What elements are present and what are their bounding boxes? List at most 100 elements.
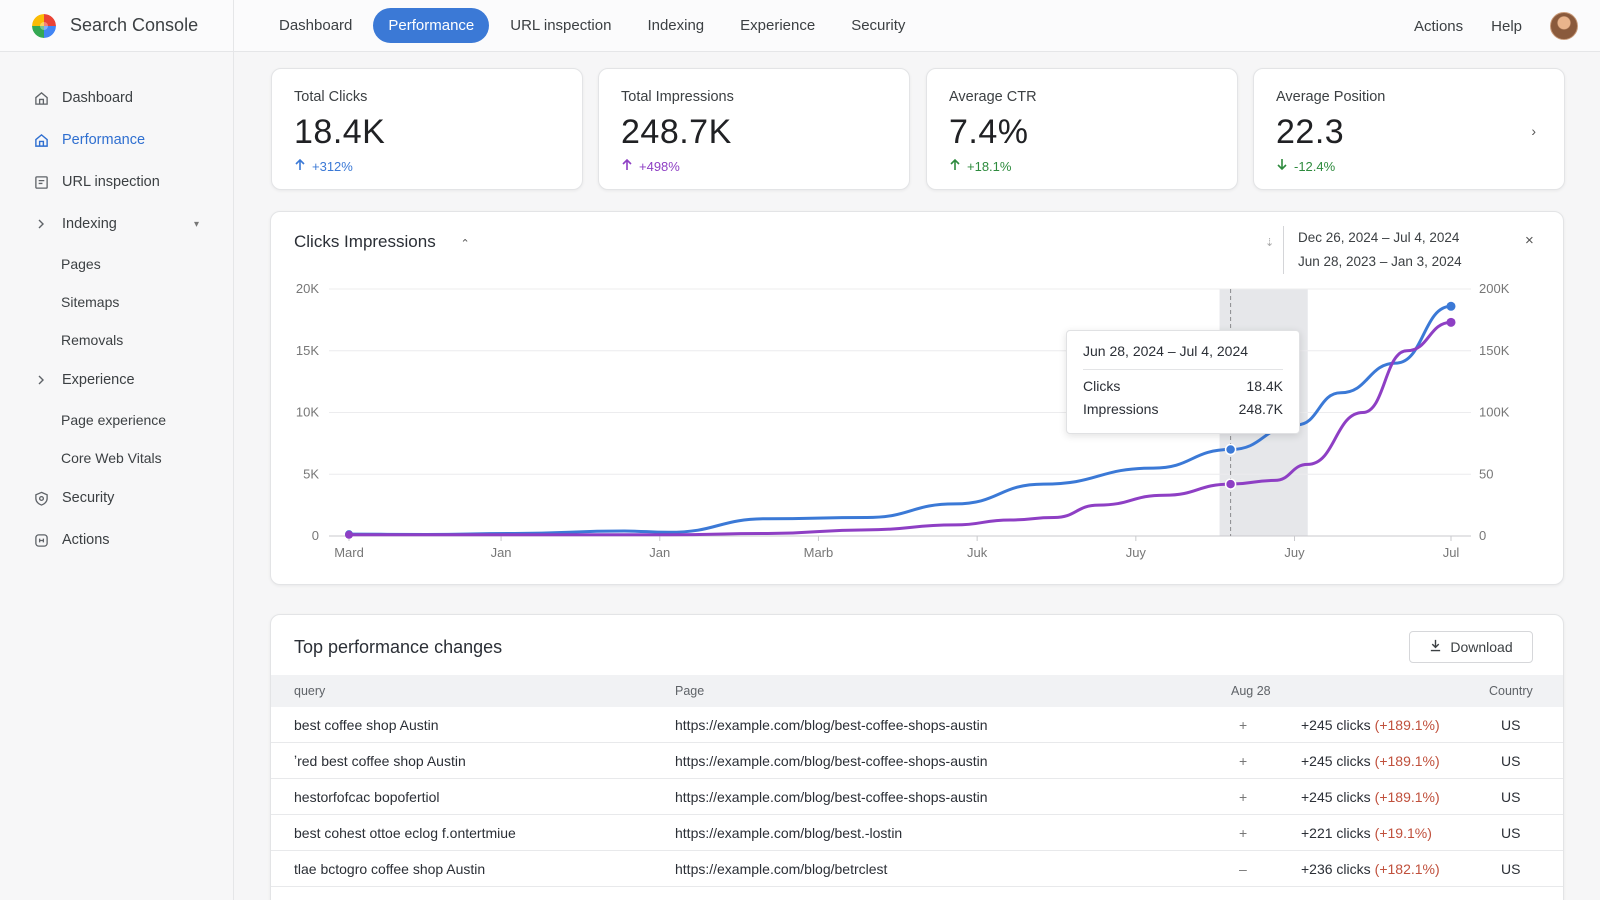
tab-dashboard[interactable]: Dashboard xyxy=(279,17,353,34)
stat-delta: +498% xyxy=(621,158,887,174)
row-page-url[interactable]: https://example.com/blog/best.-lostin xyxy=(675,824,903,841)
series-line-impressions[interactable] xyxy=(349,320,1452,537)
chevron-right-icon xyxy=(32,215,50,233)
arrow-up-icon xyxy=(949,158,961,174)
y-left-tick-label: 5K xyxy=(303,466,319,481)
sidebar: Dashboard Performance URL inspection Ind… xyxy=(0,52,234,900)
y-right-tick-label: 150K xyxy=(1479,343,1510,358)
close-icon[interactable]: × xyxy=(1525,232,1534,249)
chevron-right-icon[interactable]: › xyxy=(1531,123,1536,139)
table-row[interactable]: best coffee shop Austin https://example.c… xyxy=(271,707,1563,743)
row-page-url[interactable]: https://example.com/blog/best-coffee-sho… xyxy=(675,788,988,805)
table-row[interactable]: best cohest ottoe eclog f.ontertmiue http… xyxy=(271,815,1563,851)
stat-card-average-ctr[interactable]: Average CTR 7.4% +18.1% xyxy=(926,68,1238,190)
header-page[interactable]: Page xyxy=(675,684,705,698)
arrow-up-icon xyxy=(294,158,306,174)
y-left-tick-label: 15K xyxy=(296,343,319,358)
row-clicks-pct: (+189.1%) xyxy=(1374,716,1440,733)
row-clicks-change: +245 clicks (+189.1%) xyxy=(1301,753,1440,769)
row-query: best coffee shop Austin xyxy=(294,716,439,733)
tab-performance[interactable]: Performance xyxy=(373,8,490,43)
table-title: Top performance changes xyxy=(294,637,503,657)
top-bar: Search Console Dashboard Performance URL… xyxy=(0,0,1600,52)
tooltip-date: Jun 28, 2024 – Jul 4, 2024 xyxy=(1083,343,1249,359)
chevron-right-icon xyxy=(32,371,50,389)
series-line-clicks[interactable] xyxy=(348,304,1452,537)
date-range-selector[interactable]: Dec 26, 2024 – Jul 4, 2024 Jun 28, 2023 … xyxy=(1283,226,1462,274)
x-tick-label: Jul xyxy=(1443,545,1460,560)
home-icon xyxy=(32,131,50,149)
stat-card-total-impressions[interactable]: Total Impressions 248.7K +498% xyxy=(598,68,910,190)
row-clicks-change: +236 clicks (+182.1%) xyxy=(1301,861,1440,877)
tab-experience[interactable]: Experience xyxy=(740,17,816,34)
row-page-url[interactable]: https://example.com/blog/betrclest xyxy=(675,860,888,877)
sidebar-item-dashboard[interactable]: Dashboard xyxy=(0,77,233,119)
sort-icon[interactable]: ⇣ xyxy=(1265,237,1275,249)
line-chart[interactable]: 0 0 5K 50 10K 100K 15K 150K 20K 200K Mard Jan Jan Mar… xyxy=(271,212,1565,586)
sidebar-item-performance[interactable]: Performance xyxy=(0,119,233,161)
help-link[interactable]: Help xyxy=(1491,17,1522,35)
sidebar-item-actions[interactable]: Actions xyxy=(0,519,233,561)
stat-delta-text: +18.1% xyxy=(967,158,1012,174)
row-clicks-delta: +245 clicks xyxy=(1301,716,1371,733)
sidebar-item-core-web-vitals[interactable]: Core Web Vitals xyxy=(61,450,162,466)
stat-label: Total Clicks xyxy=(294,89,368,105)
row-clicks-pct: (+189.1%) xyxy=(1374,788,1440,805)
arrow-up-icon xyxy=(621,158,633,174)
tab-indexing[interactable]: Indexing xyxy=(647,17,705,34)
table-row[interactable]: ʼred best coffee shop Austin https://exam… xyxy=(271,743,1563,779)
series-end-point xyxy=(1446,301,1456,311)
brand[interactable]: Search Console xyxy=(0,0,234,52)
url-inspect-icon xyxy=(32,173,50,191)
x-tick-label: Juy xyxy=(1284,545,1305,560)
header-country[interactable]: Country xyxy=(1489,684,1533,698)
row-page-url[interactable]: https://example.com/blog/best-coffee-sho… xyxy=(675,716,988,733)
chevron-down-icon[interactable]: ▾ xyxy=(194,218,200,230)
avatar[interactable] xyxy=(1550,12,1578,40)
sidebar-item-experience[interactable]: Experience xyxy=(0,359,233,401)
x-tick-label: Juk xyxy=(967,545,988,560)
row-query: best cohest ottoe eclog f.ontertmiue xyxy=(294,824,516,841)
sidebar-item-page-experience[interactable]: Page experience xyxy=(61,412,167,428)
sidebar-item-indexing[interactable]: Indexing ▾ xyxy=(0,203,233,245)
row-clicks-delta: +245 clicks xyxy=(1301,788,1371,805)
row-page-url[interactable]: https://example.com/blog/best-coffee-sho… xyxy=(675,752,988,769)
sidebar-item-removals[interactable]: Removals xyxy=(61,332,124,348)
stat-card-average-position[interactable]: Average Position 22.3 -12.4% › xyxy=(1253,68,1565,190)
sidebar-item-label: Performance xyxy=(62,132,146,148)
table-row[interactable]: tlae bctogro coffee shop Austin https://e… xyxy=(271,851,1563,887)
sidebar-item-sitemaps[interactable]: Sitemaps xyxy=(61,294,120,310)
row-clicks-change: +245 clicks (+189.1%) xyxy=(1301,717,1440,733)
sidebar-item-pages[interactable]: Pages xyxy=(61,256,101,272)
table-row[interactable]: hestorfofcac bopofertiol https://example.… xyxy=(271,779,1563,815)
stat-delta: +18.1% xyxy=(949,158,1215,174)
header-date[interactable]: Aug 28 xyxy=(1231,684,1271,698)
download-button[interactable]: Download xyxy=(1409,631,1533,663)
header-query[interactable]: query xyxy=(294,684,326,698)
sidebar-item-url-inspection[interactable]: URL inspection xyxy=(0,161,233,203)
chart-title[interactable]: Clicks Impressions ⌃ xyxy=(294,232,470,252)
stat-card-total-clicks[interactable]: Total Clicks 18.4K +312% xyxy=(271,68,583,190)
row-change-mark: + xyxy=(1239,716,1248,733)
tab-url-inspection[interactable]: URL inspection xyxy=(510,17,612,34)
chevron-up-icon[interactable]: ⌃ xyxy=(460,238,470,250)
tab-security[interactable]: Security xyxy=(851,17,906,34)
sidebar-item-label: Security xyxy=(62,490,115,506)
stat-label: Average CTR xyxy=(949,89,1037,105)
y-right-tick-label: 100K xyxy=(1479,405,1510,420)
row-country: US xyxy=(1501,752,1521,769)
row-clicks-pct: (+189.1%) xyxy=(1374,752,1440,769)
stat-label: Average Position xyxy=(1276,89,1386,105)
stat-value: 22.3 xyxy=(1276,113,1345,151)
row-change-mark: + xyxy=(1239,752,1248,769)
sidebar-item-label: Actions xyxy=(62,532,110,548)
actions-link[interactable]: Actions xyxy=(1413,17,1464,35)
hover-point xyxy=(1224,478,1237,490)
row-clicks-change: +221 clicks (+19.1%) xyxy=(1301,825,1432,841)
stat-delta-text: -12.4% xyxy=(1294,158,1336,174)
sidebar-item-security[interactable]: Security xyxy=(0,477,233,519)
row-clicks-delta: +245 clicks xyxy=(1301,752,1371,769)
y-right-tick-label: 200K xyxy=(1479,281,1510,296)
sidebar-item-label: URL inspection xyxy=(62,174,160,190)
row-country: US xyxy=(1501,860,1521,877)
